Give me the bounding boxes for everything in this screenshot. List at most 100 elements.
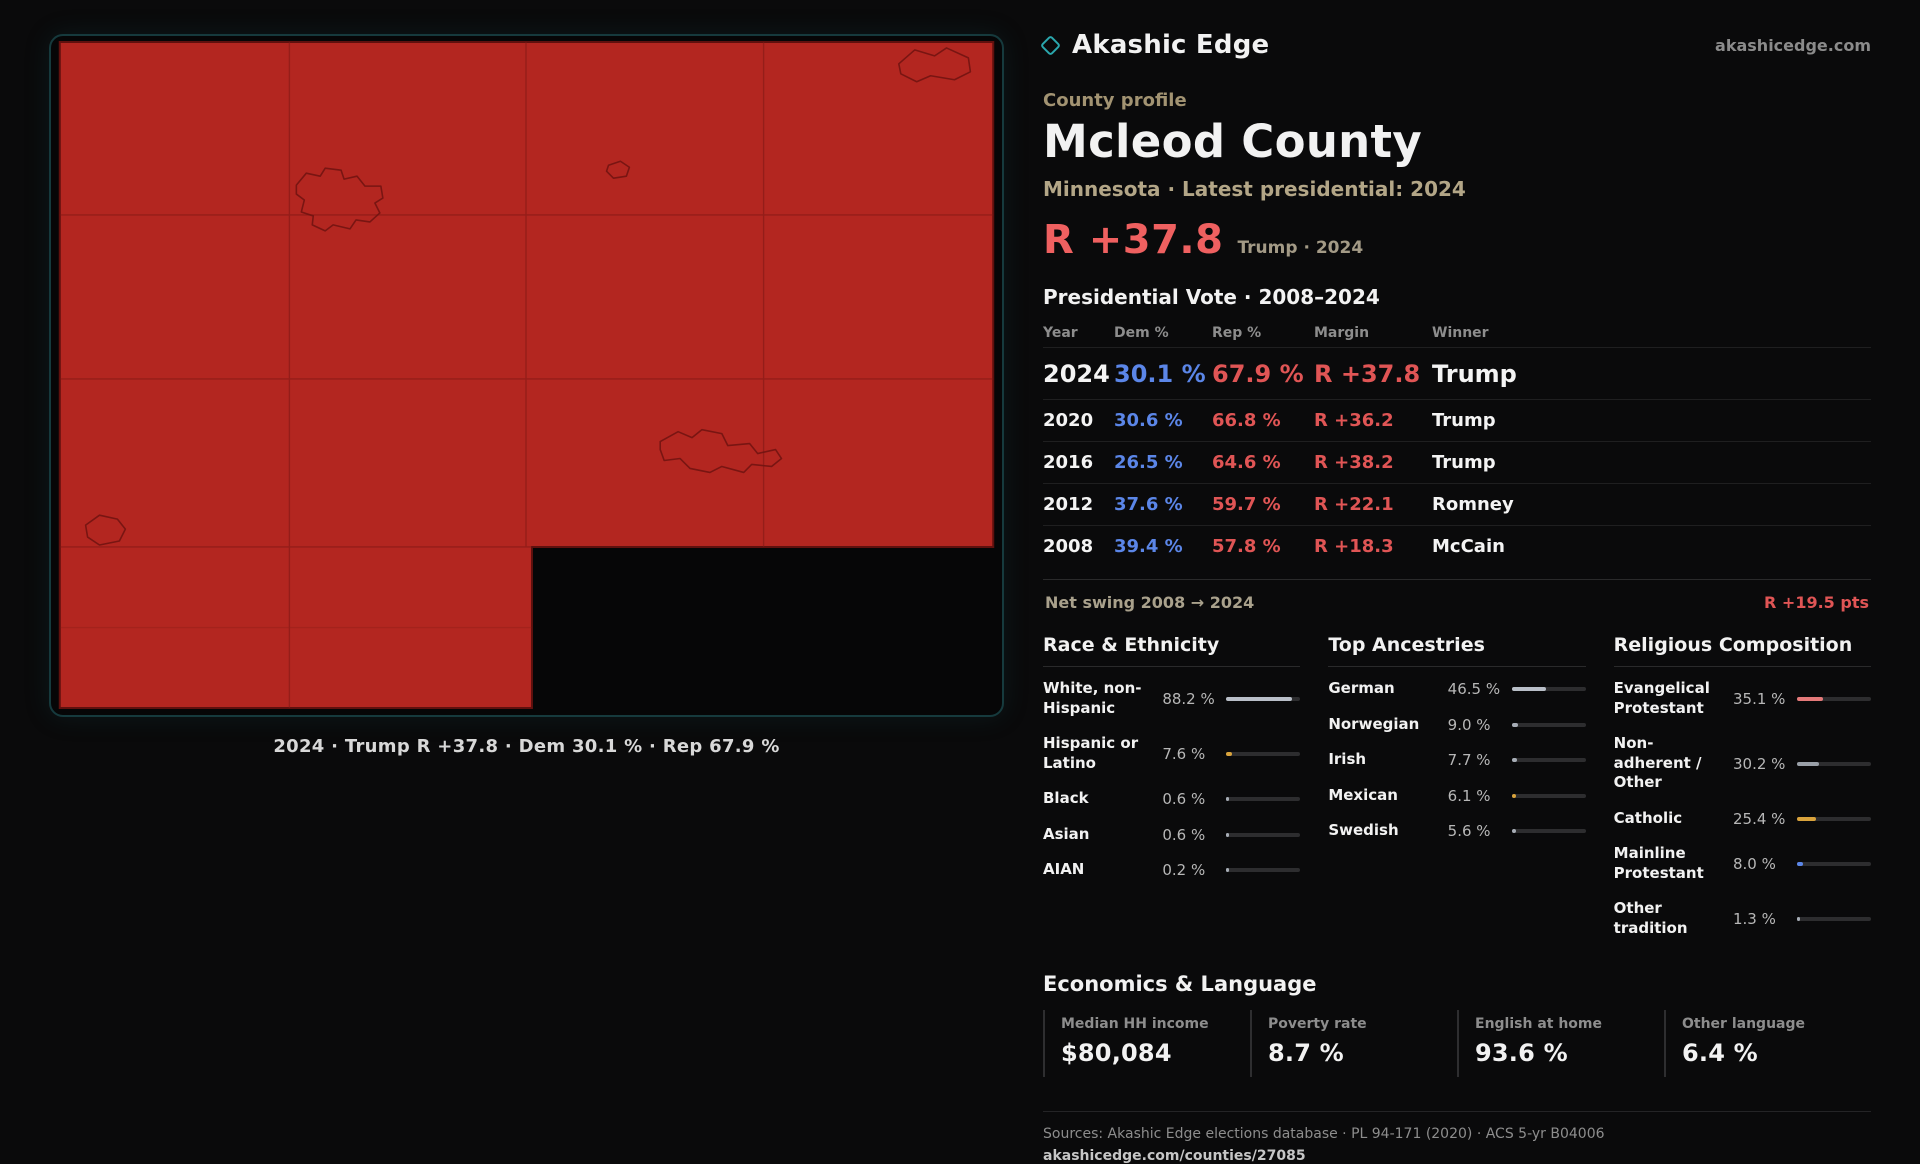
demo-item: Black 0.6 % xyxy=(1043,781,1301,817)
demo-bar-fill xyxy=(1226,797,1230,802)
demographics-grid: Race & Ethnicity White, non-Hispanic 88.… xyxy=(1043,634,1871,946)
demo-bar-track xyxy=(1511,829,1586,834)
race-ethnicity-section: Race & Ethnicity White, non-Hispanic 88.… xyxy=(1043,634,1301,946)
vote-rep: 57.8 % xyxy=(1212,536,1281,558)
demo-bar-track xyxy=(1226,868,1301,873)
demo-item: Norwegian 9.0 % xyxy=(1328,707,1586,743)
demo-value: 6.1 % xyxy=(1447,786,1491,805)
county-profile-panel: Akashic Edge akashicedge.com County prof… xyxy=(1039,30,1871,1164)
demo-value: 8.0 % xyxy=(1733,854,1776,873)
demo-value: 88.2 % xyxy=(1162,689,1215,708)
vote-margin: R +18.3 xyxy=(1314,536,1394,558)
vote-year: 2016 xyxy=(1043,452,1094,474)
demo-value: 25.4 % xyxy=(1733,809,1786,828)
vote-rep: 59.7 % xyxy=(1212,494,1281,516)
section-title: Race & Ethnicity xyxy=(1043,634,1301,668)
panel-footer: Sources: Akashic Edge elections database… xyxy=(1043,1111,1871,1164)
demo-item: Hispanic or Latino 7.6 % xyxy=(1043,726,1301,781)
demo-label: Mexican xyxy=(1328,785,1398,804)
col-year: Year xyxy=(1043,325,1078,342)
county-map-frame[interactable] xyxy=(49,34,1004,717)
stat-value: 6.4 % xyxy=(1682,1039,1758,1068)
brand-header: Akashic Edge akashicedge.com xyxy=(1039,30,1871,60)
demo-value: 5.6 % xyxy=(1447,822,1491,841)
demo-bar-fill xyxy=(1511,722,1519,727)
demo-bar-track xyxy=(1797,816,1871,821)
stat-other-language: Other language 6.4 % xyxy=(1664,1010,1871,1078)
demo-bar-fill xyxy=(1511,687,1547,692)
vote-row-2024: 2024 30.1 % 67.9 % R +37.8 Trump xyxy=(1043,347,1871,399)
vote-rep: 64.6 % xyxy=(1212,452,1281,474)
vote-dem: 30.6 % xyxy=(1114,410,1183,432)
economics-stats: Median HH income $80,084 Poverty rate 8.… xyxy=(1043,1010,1871,1078)
vote-year: 2008 xyxy=(1043,536,1094,558)
demo-bar-track xyxy=(1511,793,1586,798)
vote-margin: R +36.2 xyxy=(1314,410,1394,432)
township-grid-lines xyxy=(59,41,994,709)
demo-label: Asian xyxy=(1043,824,1090,843)
demo-bar-fill xyxy=(1511,829,1516,834)
religious-composition-section: Religious Composition Evangelical Protes… xyxy=(1613,634,1871,946)
demo-bar-track xyxy=(1511,758,1586,763)
brand-name: Akashic Edge xyxy=(1072,30,1270,60)
stat-label: Median HH income xyxy=(1061,1016,1209,1033)
vote-winner: Trump xyxy=(1432,410,1496,432)
demo-label: Norwegian xyxy=(1328,714,1420,733)
demo-value: 0.2 % xyxy=(1162,861,1206,880)
demo-value: 7.7 % xyxy=(1447,751,1491,770)
net-swing-row: Net swing 2008 → 2024 R +19.5 pts xyxy=(1043,579,1871,612)
stat-value: $80,084 xyxy=(1061,1039,1172,1068)
vote-winner: Romney xyxy=(1432,494,1514,516)
demo-label: German xyxy=(1328,679,1395,698)
vote-dem: 39.4 % xyxy=(1114,536,1183,558)
top-ancestries-section: Top Ancestries German 46.5 % Norwegian 9… xyxy=(1328,634,1586,946)
demo-bar-fill xyxy=(1511,793,1517,798)
headline-context: Trump · 2024 xyxy=(1237,238,1364,259)
demo-bar-track xyxy=(1511,687,1586,692)
vote-row-2012: 2012 37.6 % 59.7 % R +22.1 Romney xyxy=(1043,483,1871,525)
demo-item: Non-adherent / Other 30.2 % xyxy=(1614,726,1871,801)
county-map-svg xyxy=(58,40,995,710)
demo-label: Swedish xyxy=(1328,821,1399,840)
headline-margin: R +37.8 xyxy=(1043,217,1224,264)
vote-year: 2020 xyxy=(1043,410,1094,432)
vote-winner: Trump xyxy=(1432,452,1496,474)
vote-year: 2024 xyxy=(1043,359,1110,388)
footer-permalink[interactable]: akashicedge.com/counties/27085 xyxy=(1043,1148,1306,1164)
net-swing-label: Net swing 2008 → 2024 xyxy=(1045,593,1255,613)
stat-label: English at home xyxy=(1475,1016,1603,1033)
demo-bar-track xyxy=(1797,916,1871,921)
vote-row-2008: 2008 39.4 % 57.8 % R +18.3 McCain xyxy=(1043,525,1871,567)
vote-rep: 67.9 % xyxy=(1212,359,1304,388)
demo-label: Irish xyxy=(1328,750,1367,769)
vote-row-2016: 2016 26.5 % 64.6 % R +38.2 Trump xyxy=(1043,441,1871,483)
stat-poverty-rate: Poverty rate 8.7 % xyxy=(1250,1010,1457,1078)
stat-value: 93.6 % xyxy=(1475,1039,1568,1068)
demo-item: German 46.5 % xyxy=(1328,671,1586,707)
economics-title: Economics & Language xyxy=(1043,972,1317,997)
demo-item: Mainline Protestant 8.0 % xyxy=(1614,836,1871,891)
city-boundary-lines xyxy=(84,47,972,546)
demo-value: 7.6 % xyxy=(1162,744,1206,763)
brand-domain-link[interactable]: akashicedge.com xyxy=(1715,35,1871,55)
stat-label: Poverty rate xyxy=(1268,1016,1367,1033)
vote-dem: 30.1 % xyxy=(1114,359,1206,388)
demo-label: Evangelical Protestant xyxy=(1613,679,1710,717)
county-subtitle: Minnesota · Latest presidential: 2024 xyxy=(1043,177,1466,202)
vote-margin: R +22.1 xyxy=(1314,494,1394,516)
demo-item: AIAN 0.2 % xyxy=(1043,852,1301,888)
vote-margin: R +38.2 xyxy=(1314,452,1394,474)
demo-bar-fill xyxy=(1797,916,1800,921)
demo-bar-fill xyxy=(1226,696,1292,701)
vote-dem: 37.6 % xyxy=(1114,494,1183,516)
vote-dem: 26.5 % xyxy=(1114,452,1183,474)
demo-item: Mexican 6.1 % xyxy=(1328,778,1586,814)
demo-bar-track xyxy=(1226,797,1301,802)
stat-label: Other language xyxy=(1682,1016,1805,1033)
section-title: Top Ancestries xyxy=(1328,634,1586,668)
county-profile-kicker: County profile xyxy=(1043,90,1187,111)
demo-bar-track xyxy=(1797,861,1871,866)
footer-sources: Sources: Akashic Edge elections database… xyxy=(1043,1126,1605,1143)
col-winner: Winner xyxy=(1432,325,1489,342)
vote-margin: R +37.8 xyxy=(1314,359,1421,388)
